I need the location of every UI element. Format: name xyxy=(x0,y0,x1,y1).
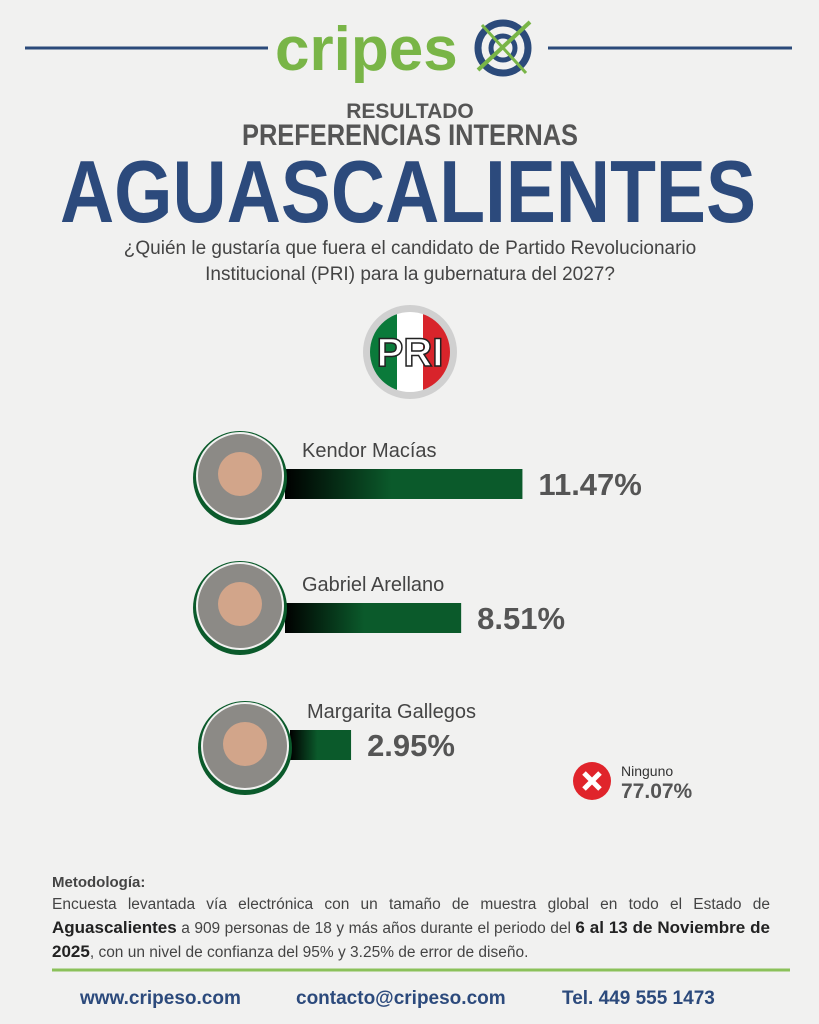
bar xyxy=(290,730,352,760)
photo-face xyxy=(218,452,262,496)
methodology-segment: 6 al 13 de Noviembre de 2025 xyxy=(52,918,770,961)
methodology-heading: Metodología: xyxy=(52,874,146,891)
brand: cripes xyxy=(275,15,458,84)
methodology-segment: a 909 personas de 18 y más años durante … xyxy=(176,920,576,937)
other-name: Ninguno xyxy=(621,763,673,779)
bar xyxy=(285,469,523,499)
value-label: 8.51% xyxy=(477,601,565,636)
subtitle: PREFERENCIAS INTERNAS xyxy=(242,119,578,152)
methodology-segment: Encuesta levantada vía electrónica con u… xyxy=(52,896,770,913)
candidate-name: Gabriel Arellano xyxy=(302,574,444,596)
footer-website: www.cripeso.com xyxy=(79,988,241,1009)
other-icon-x xyxy=(582,771,602,791)
brand-icon xyxy=(474,19,532,77)
photo-face xyxy=(218,582,262,626)
party-logo-text: PRI xyxy=(377,331,444,375)
footer-phone: Tel. 449 555 1473 xyxy=(562,988,715,1009)
candidate-name: Kendor Macías xyxy=(302,440,437,462)
party-logo: PRI xyxy=(363,305,457,399)
methodology-segment: Aguascalientes xyxy=(52,918,177,937)
candidate-name: Margarita Gallegos xyxy=(307,701,476,723)
methodology-segment: , con un nivel de confianza del 95% y 3.… xyxy=(89,944,529,961)
footer-email: contacto@cripeso.com xyxy=(296,988,506,1009)
title: AGUASCALIENTES xyxy=(60,142,756,241)
other-value: 77.07% xyxy=(621,780,693,803)
value-label: 2.95% xyxy=(367,728,455,763)
photo-face xyxy=(223,722,267,766)
bar xyxy=(285,603,462,633)
overline: RESULTADO xyxy=(346,100,474,123)
methodology-text: Encuesta levantada vía electrónica con u… xyxy=(52,893,770,964)
question: ¿Quién le gustaría que fuera el candidat… xyxy=(123,238,697,285)
value-label: 11.47% xyxy=(538,467,641,502)
